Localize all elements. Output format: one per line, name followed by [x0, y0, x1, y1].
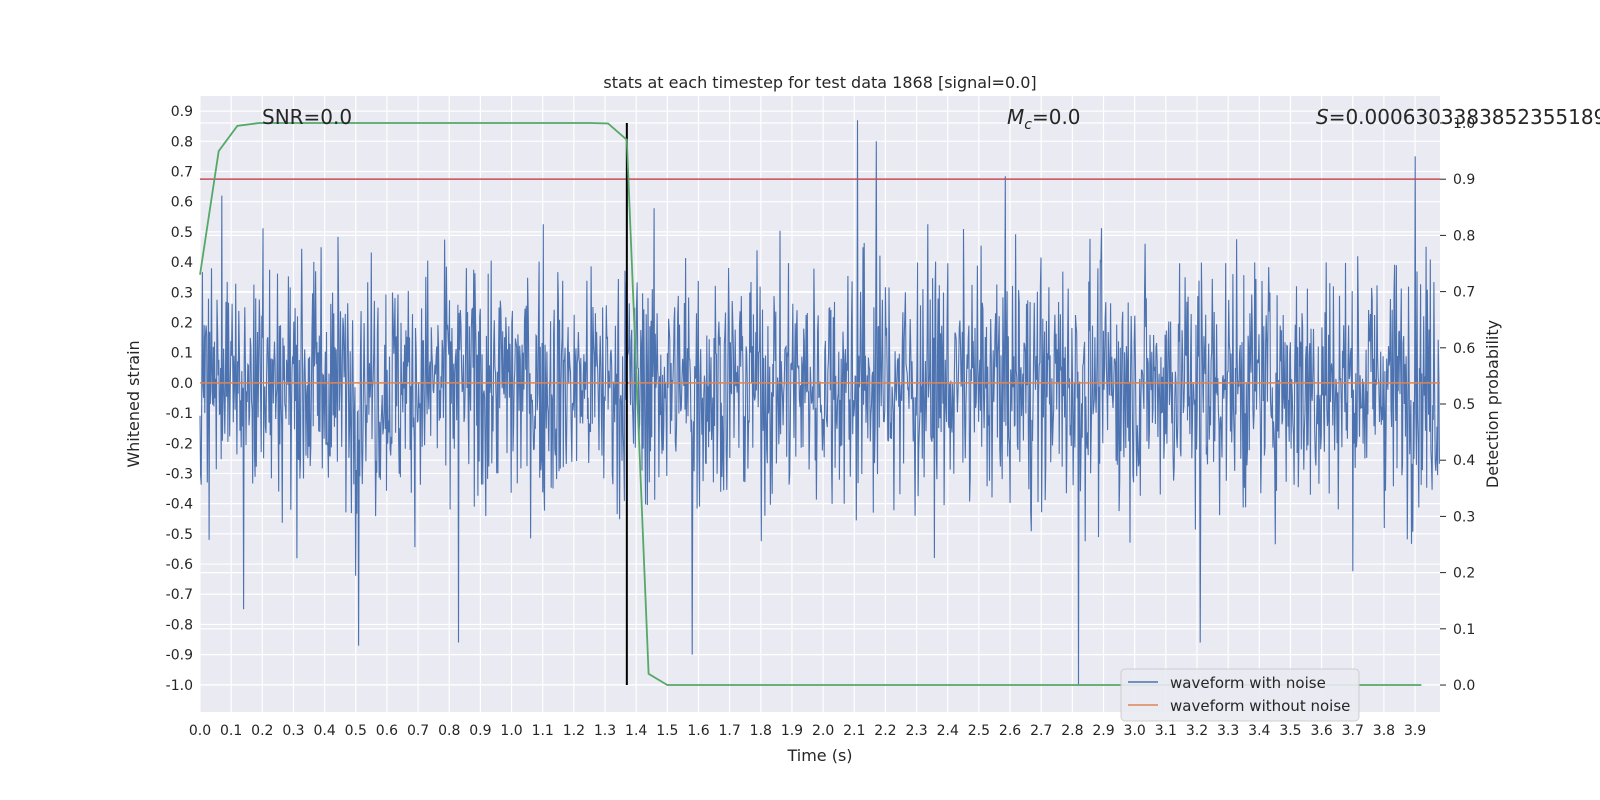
- x-tick-label: 2.5: [968, 723, 990, 739]
- x-tick-label: 2.6: [999, 723, 1021, 739]
- x-tick-label: 0.0: [189, 723, 211, 739]
- x-tick-label: 3.8: [1373, 723, 1395, 739]
- x-tick-label: 1.7: [719, 723, 741, 739]
- y-left-tick-label: 0.1: [171, 346, 193, 362]
- y-right-tick-label: 0.0: [1453, 678, 1475, 694]
- y-right-tick-label: 0.7: [1453, 285, 1475, 301]
- series-detection-probability: [199, 122, 1422, 686]
- legend-label-clean: waveform without noise: [1170, 697, 1350, 715]
- x-axis-label: Time (s): [786, 746, 852, 765]
- y-left-tick-label: 0.2: [171, 315, 193, 331]
- x-tick-label: 2.3: [905, 723, 927, 739]
- legend: waveform with noise waveform without noi…: [1120, 668, 1360, 722]
- y-left-tick-label: -1.0: [166, 678, 193, 694]
- y-left-tick-label: -0.8: [166, 617, 193, 633]
- x-axis-ticks: 0.0 0.1 0.2 0.3 0.4 0.5 0.6 0.7 0.8 0.9 1.0 1.1 1.2 1…: [189, 723, 1426, 739]
- y-left-tick-label: -0.2: [166, 436, 193, 452]
- x-tick-label: 2.1: [843, 723, 865, 739]
- y-right-tick-label: 0.3: [1453, 509, 1475, 525]
- x-tick-label: 3.1: [1155, 723, 1177, 739]
- x-tick-label: 3.0: [1124, 723, 1146, 739]
- x-tick-label: 0.7: [407, 723, 429, 739]
- s-annotation: S=0.0006303383852355189: [1316, 105, 1600, 129]
- y-left-tick-label: -0.5: [166, 527, 193, 543]
- x-tick-label: 0.4: [313, 723, 335, 739]
- x-tick-label: 2.8: [1061, 723, 1083, 739]
- x-tick-label: 1.4: [625, 723, 647, 739]
- x-tick-label: 0.6: [376, 723, 398, 739]
- y-left-tick-label: 0.5: [171, 225, 193, 241]
- x-tick-label: 2.4: [937, 723, 959, 739]
- x-tick-label: 2.0: [812, 723, 834, 739]
- x-tick-label: 3.7: [1342, 723, 1364, 739]
- y-right-tick-label: 0.6: [1453, 341, 1475, 357]
- noise-waveform-path: [199, 120, 1440, 685]
- legend-label-noise: waveform with noise: [1170, 674, 1326, 692]
- y-left-tick-label: 0.6: [171, 195, 193, 211]
- x-tick-label: 0.5: [345, 723, 367, 739]
- x-tick-label: 1.3: [594, 723, 616, 739]
- mc-value: =0.0: [1032, 105, 1081, 129]
- y-right-tick-label: 0.8: [1453, 228, 1475, 244]
- y-right-tick-label: 0.4: [1453, 453, 1475, 469]
- y-left-tick-label: 0.0: [171, 376, 193, 392]
- mc-annotation: Mc=0.0: [1007, 105, 1081, 133]
- mc-symbol: M: [1007, 105, 1024, 129]
- y-right-tick-label: 1.0: [1453, 116, 1475, 132]
- x-tick-label: 0.8: [438, 723, 460, 739]
- y-left-tick-label: -0.9: [166, 648, 193, 664]
- y-axis-left-ticks: 0.9 0.8 0.7 0.6 0.5 0.4 0.3 0.2 0.1 0.0 -0.1 -0.2 -0…: [166, 104, 193, 694]
- x-tick-label: 2.7: [1030, 723, 1052, 739]
- x-tick-label: 3.2: [1186, 723, 1208, 739]
- x-tick-label: 0.3: [282, 723, 304, 739]
- x-tick-label: 0.1: [220, 723, 242, 739]
- y-left-tick-label: -0.3: [166, 466, 193, 482]
- x-tick-label: 3.3: [1217, 723, 1239, 739]
- mc-subscript: c: [1024, 117, 1032, 133]
- x-tick-label: 1.6: [687, 723, 709, 739]
- y-left-tick-label: 0.9: [171, 104, 193, 120]
- x-tick-label: 1.0: [500, 723, 522, 739]
- x-tick-label: 0.9: [469, 723, 491, 739]
- y-right-tick-label: 0.9: [1453, 172, 1475, 188]
- y-left-tick-label: -0.6: [166, 557, 193, 573]
- x-tick-label: 3.6: [1310, 723, 1332, 739]
- x-tick-label: 2.9: [1092, 723, 1114, 739]
- series-waveform-with-noise: [199, 120, 1440, 685]
- y-left-tick-label: 0.4: [171, 255, 193, 271]
- y-right-tick-label: 0.5: [1453, 397, 1475, 413]
- x-tick-label: 1.9: [781, 723, 803, 739]
- snr-annotation: SNR=0.0: [262, 105, 352, 129]
- y-axis-right-label: Detection probability: [1483, 320, 1502, 488]
- x-tick-label: 1.5: [656, 723, 678, 739]
- y-axis-right-ticks: 1.0 0.9 0.8 0.7 0.6 0.5 0.4 0.3 0.2 0.1 0.0: [1440, 116, 1475, 694]
- x-tick-label: 1.1: [532, 723, 554, 739]
- chart-title: stats at each timestep for test data 186…: [603, 73, 1036, 92]
- x-tick-label: 3.5: [1279, 723, 1301, 739]
- y-left-tick-label: 0.3: [171, 285, 193, 301]
- s-value: =0.0006303383852355189: [1329, 105, 1600, 129]
- y-axis-left-label: Whitened strain: [124, 340, 143, 467]
- x-tick-label: 0.2: [251, 723, 273, 739]
- y-left-tick-label: -0.1: [166, 406, 193, 422]
- y-left-tick-label: 0.7: [171, 164, 193, 180]
- x-tick-label: 3.9: [1404, 723, 1426, 739]
- y-left-tick-label: -0.7: [166, 587, 193, 603]
- x-tick-label: 1.2: [563, 723, 585, 739]
- y-right-tick-label: 0.2: [1453, 566, 1475, 582]
- y-left-tick-label: 0.8: [171, 134, 193, 150]
- x-tick-label: 1.8: [750, 723, 772, 739]
- legend-box: [1120, 668, 1360, 722]
- y-right-tick-label: 0.1: [1453, 622, 1475, 638]
- x-tick-label: 2.2: [874, 723, 896, 739]
- x-tick-label: 3.4: [1248, 723, 1270, 739]
- y-left-tick-label: -0.4: [166, 497, 193, 513]
- s-symbol: S: [1316, 105, 1329, 129]
